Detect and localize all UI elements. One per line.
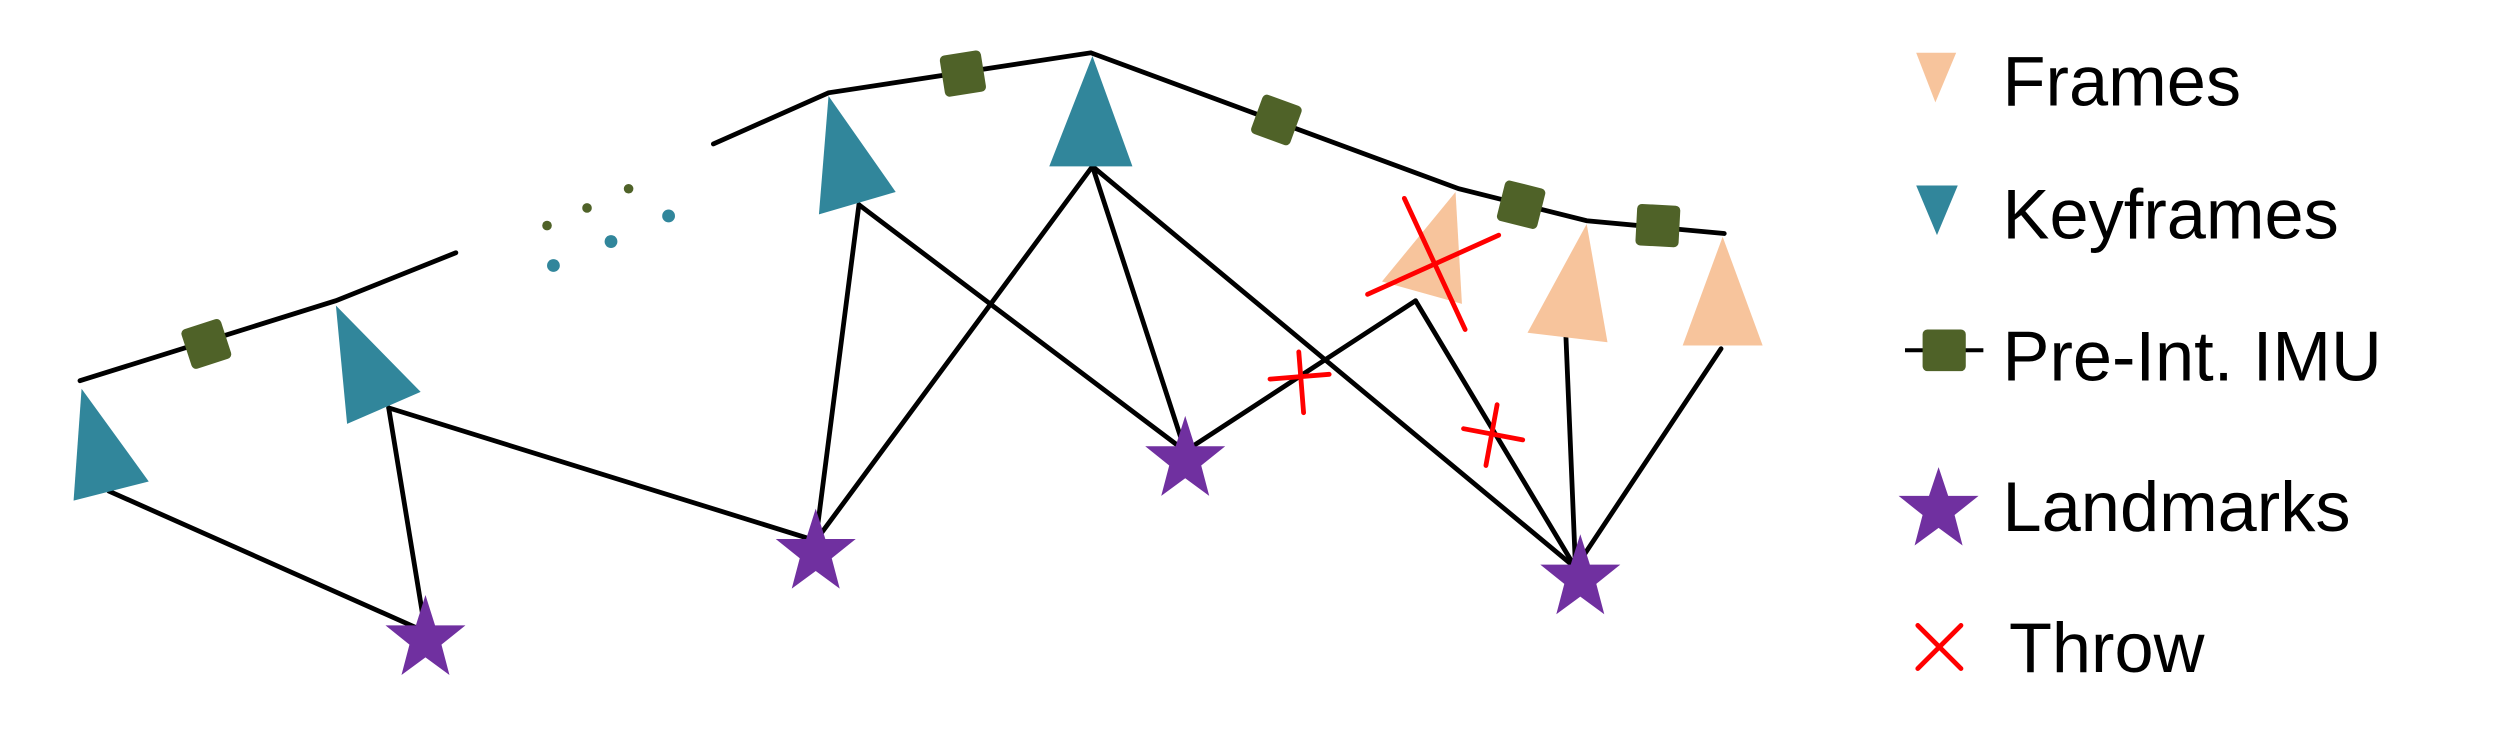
dot	[542, 220, 552, 231]
throw-icon	[1915, 623, 1964, 672]
landmark-star	[775, 508, 856, 589]
imu-factors	[181, 50, 1681, 369]
landmark-star	[1540, 534, 1621, 615]
edge	[106, 488, 428, 635]
frame-triangle-discarded	[1381, 191, 1462, 304]
trajectory-left-segment	[77, 250, 459, 384]
dot	[662, 209, 675, 223]
edge	[386, 405, 428, 635]
keyframe-icon	[1916, 185, 1958, 236]
edge	[813, 163, 1095, 544]
throw-marks	[1267, 195, 1526, 468]
edge	[813, 202, 862, 544]
observation-edges	[106, 163, 1724, 635]
ellipsis-dots	[542, 183, 675, 272]
frame-triangle	[1527, 223, 1608, 343]
legend-item-imu: Pre-Int. IMU	[1904, 317, 2382, 396]
keyframe-triangle	[818, 95, 896, 215]
imu-factor	[1496, 180, 1546, 229]
imu-factor	[1251, 94, 1302, 146]
legend-label-throw: Throw	[2009, 608, 2205, 687]
frames	[1381, 191, 1763, 346]
keyframes	[73, 56, 1133, 501]
legend-item-landmarks: Landmarks	[1898, 467, 2351, 546]
edge	[1090, 163, 1578, 571]
legend-label-imu: Pre-Int. IMU	[2003, 317, 2382, 396]
edge	[1563, 333, 1578, 571]
legend-item-frames: Frames	[1916, 42, 2241, 121]
landmarks	[385, 415, 1621, 676]
dot	[582, 203, 592, 213]
legend-item-throw: Throw	[1915, 608, 2205, 687]
edge	[386, 405, 819, 544]
edge	[856, 202, 1188, 454]
legend-item-keyframes: Keyframes	[1916, 174, 2339, 253]
trajectory	[77, 50, 1727, 384]
throw-x	[1461, 402, 1526, 468]
legend-label-frames: Frames	[2003, 42, 2241, 121]
edge	[1573, 346, 1724, 571]
imu-factor	[939, 50, 986, 97]
landmark-icon	[1898, 467, 1979, 546]
keyframe-triangle	[73, 388, 149, 501]
edge	[1090, 163, 1188, 454]
frame-icon	[1916, 52, 1957, 103]
throw-x	[1365, 195, 1502, 332]
legend-label-keyframes: Keyframes	[2003, 174, 2339, 253]
dot	[547, 259, 560, 272]
dot	[604, 235, 618, 248]
imu-factor	[1635, 203, 1681, 248]
keyframe-triangle	[335, 305, 421, 424]
legend: Frames Keyframes Pre-Int. IMU Landmarks …	[1898, 42, 2382, 687]
throw-x	[1267, 349, 1332, 416]
dot	[623, 183, 634, 194]
legend-label-landmarks: Landmarks	[2003, 467, 2351, 546]
frame-triangle	[1682, 236, 1763, 346]
landmark-star	[385, 595, 466, 676]
keyframe-triangle	[1049, 56, 1133, 167]
landmark-star	[1145, 415, 1226, 496]
imu-factor	[181, 318, 232, 369]
imu-icon	[1922, 329, 1966, 372]
